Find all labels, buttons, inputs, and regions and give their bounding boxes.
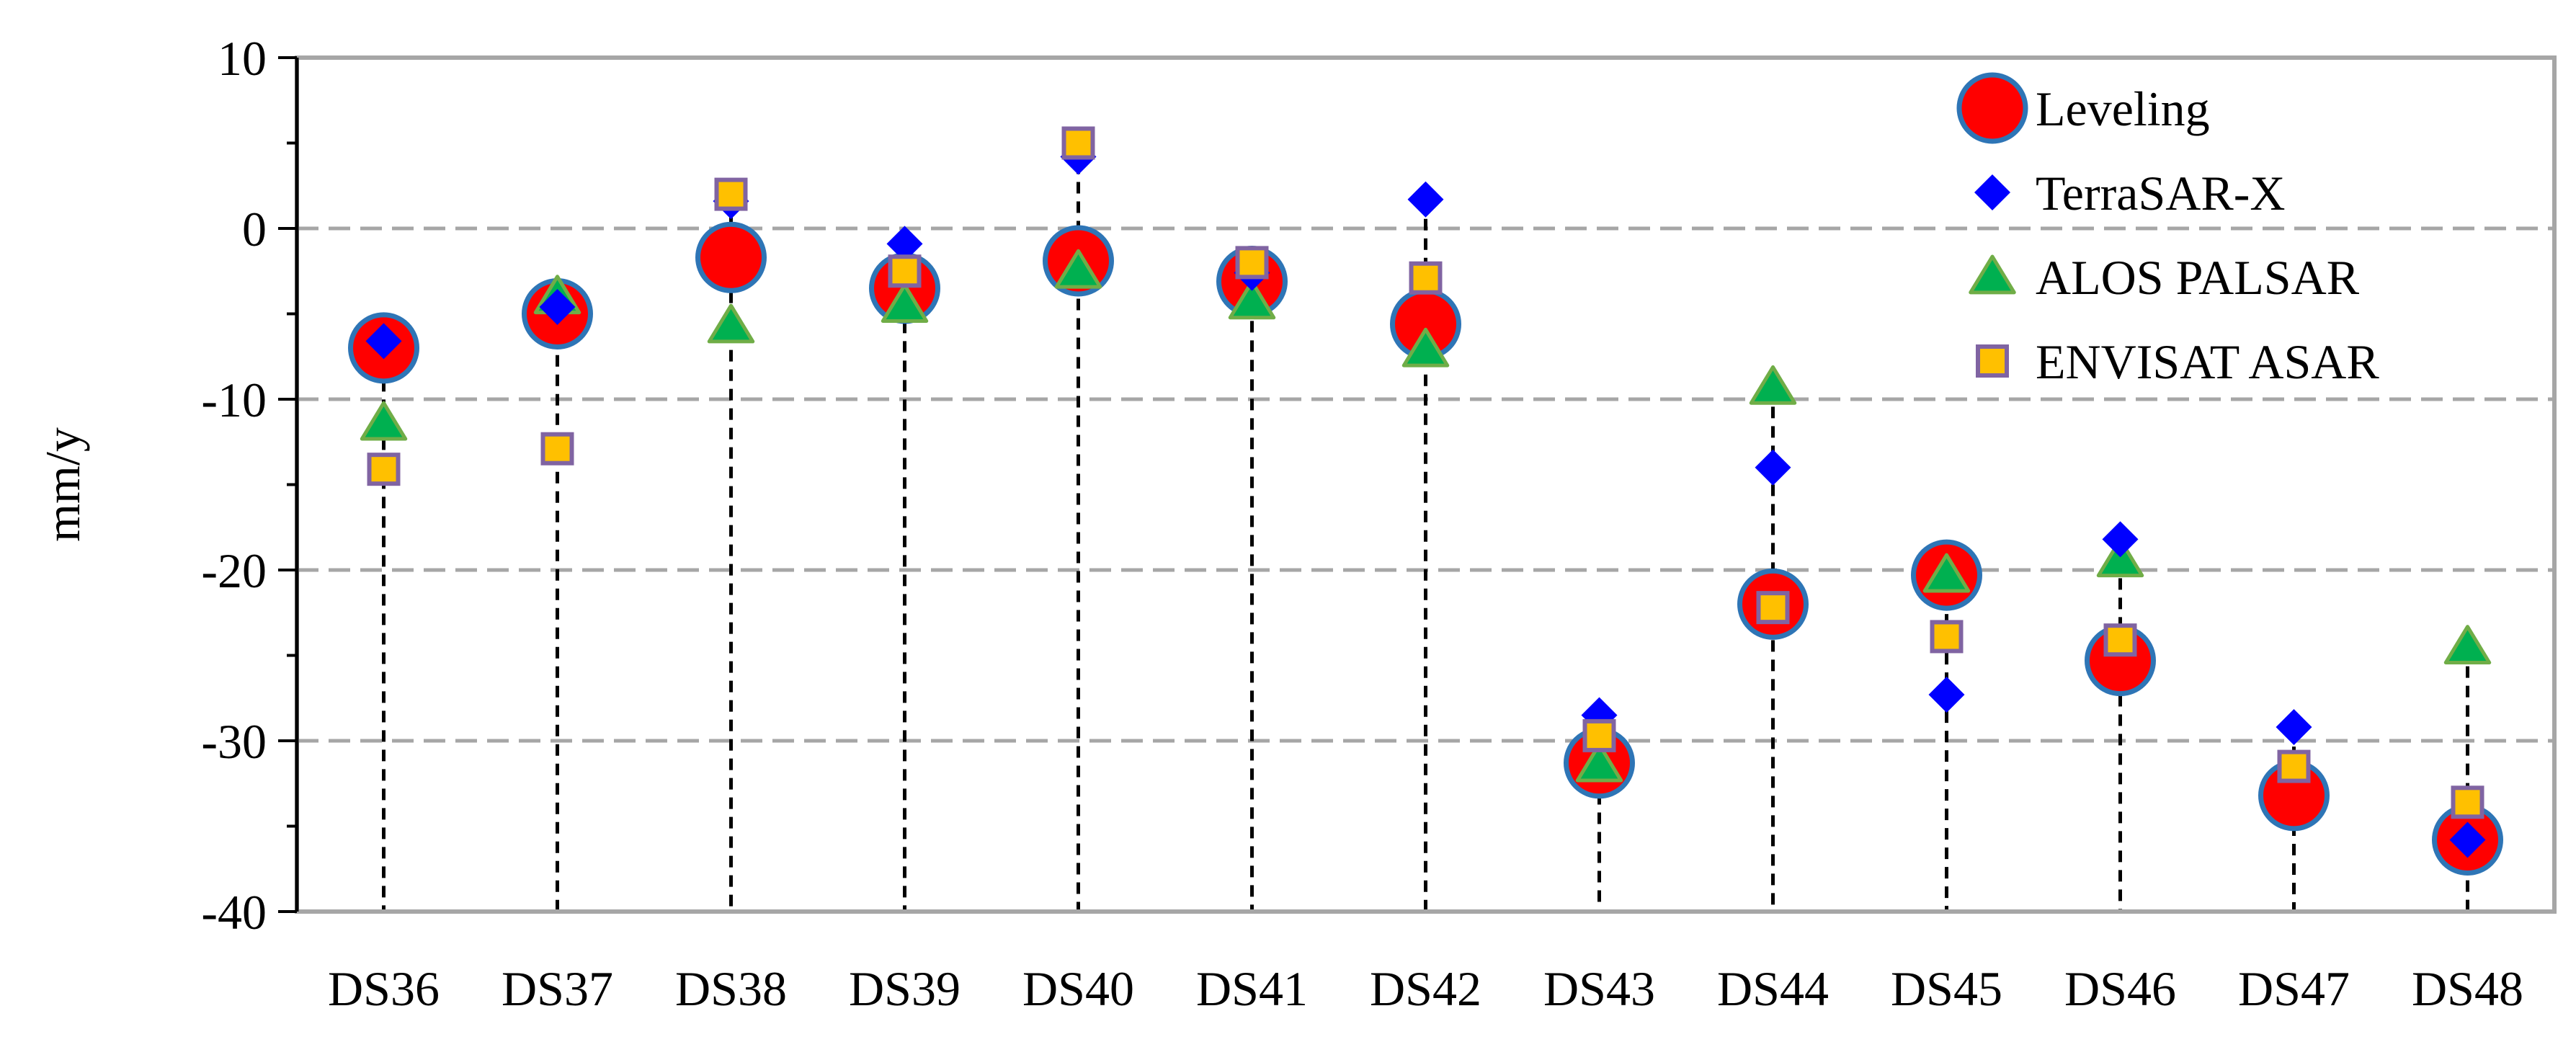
x-category-label: DS43 [1543, 961, 1655, 1016]
alos-palsar-point-ds45 [1922, 553, 1971, 593]
envisat-asar-point-ds36 [367, 453, 401, 486]
alos-palsar-point-ds40 [1054, 249, 1102, 289]
y-tick-label: -10 [201, 373, 267, 427]
terrasar-x-point-ds45 [1928, 677, 1965, 713]
legend: Leveling TerraSAR-X ALOS PALSAR ENVISAT ASA… [1956, 72, 2379, 389]
x-category-label: DS42 [1370, 961, 1481, 1016]
y-axis-title: mm/y [35, 427, 90, 542]
y-tick-label: -20 [201, 543, 267, 598]
envisat-asar-point-ds45 [1930, 620, 1964, 654]
legend-marker-envisat-asar [1976, 344, 2009, 378]
legend-label-envisat-asar: ENVISAT ASAR [2036, 334, 2379, 389]
leveling-point-ds38 [695, 221, 767, 293]
x-category-label: DS41 [1196, 961, 1308, 1016]
terrasar-x-point-ds47 [2276, 709, 2312, 746]
x-category-label: DS37 [502, 961, 613, 1016]
markers-layer [348, 126, 2503, 876]
y-tick-label: -40 [201, 885, 267, 940]
x-category-label: DS36 [328, 961, 440, 1016]
alos-palsar-point-ds43 [1575, 742, 1623, 783]
x-category-label: DS48 [2412, 961, 2523, 1016]
envisat-asar-point-ds43 [1582, 718, 1616, 752]
y-tick-label: 0 [242, 202, 267, 257]
x-category-label: DS47 [2238, 961, 2350, 1016]
alos-palsar-point-ds38 [707, 303, 755, 344]
envisat-asar-point-ds38 [714, 177, 748, 211]
x-category-label: DS44 [1717, 961, 1829, 1016]
legend-marker-alos-palsar [1969, 254, 2016, 295]
alos-palsar-point-ds44 [1749, 365, 1797, 405]
x-category-label: DS46 [2064, 961, 2176, 1016]
terrasar-x-point-ds39 [886, 226, 923, 262]
terrasar-x-point-ds44 [1755, 449, 1791, 486]
envisat-asar-point-ds41 [1235, 246, 1269, 280]
y-tick-label: -30 [201, 714, 267, 769]
envisat-asar-point-ds48 [2451, 785, 2484, 819]
envisat-asar-point-ds46 [2103, 623, 2137, 657]
terrasar-x-point-ds48 [2449, 821, 2486, 858]
legend-label-alos-palsar: ALOS PALSAR [2036, 250, 2360, 305]
alos-palsar-point-ds46 [2096, 538, 2144, 578]
x-category-label: DS40 [1022, 961, 1134, 1016]
terrasar-x-point-ds46 [2102, 521, 2139, 558]
envisat-asar-point-ds37 [540, 432, 574, 466]
envisat-asar-point-ds47 [2277, 749, 2311, 783]
terrasar-x-point-ds42 [1407, 181, 1444, 218]
envisat-asar-point-ds44 [1756, 591, 1790, 625]
terrasar-x-point-ds36 [365, 323, 402, 360]
y-tick-label: 10 [218, 31, 267, 86]
legend-marker-leveling [1956, 72, 2028, 144]
alos-palsar-point-ds48 [2443, 625, 2492, 664]
legend-label-terrasar-x: TerraSAR-X [2036, 166, 2285, 221]
legend-marker-terrasar-x [1974, 174, 2010, 210]
envisat-asar-point-ds40 [1061, 126, 1095, 160]
legend-label-leveling: Leveling [2036, 81, 2210, 136]
x-category-label: DS39 [849, 961, 961, 1016]
alos-palsar-point-ds41 [1228, 280, 1276, 320]
axis-layer: -40 -30 -20 -10 0 10 mm/y DS36 DS37 DS38 DS39 DS40 D… [35, 31, 2557, 1016]
alos-palsar-point-ds42 [1401, 327, 1450, 368]
alos-palsar-point-ds39 [881, 283, 929, 323]
envisat-asar-point-ds39 [888, 254, 922, 288]
terrasar-x-point-ds37 [539, 289, 576, 326]
x-category-label: DS38 [675, 961, 787, 1016]
alos-palsar-point-ds36 [360, 401, 408, 441]
envisat-asar-point-ds42 [1409, 261, 1443, 295]
x-category-label: DS45 [1891, 961, 2002, 1016]
